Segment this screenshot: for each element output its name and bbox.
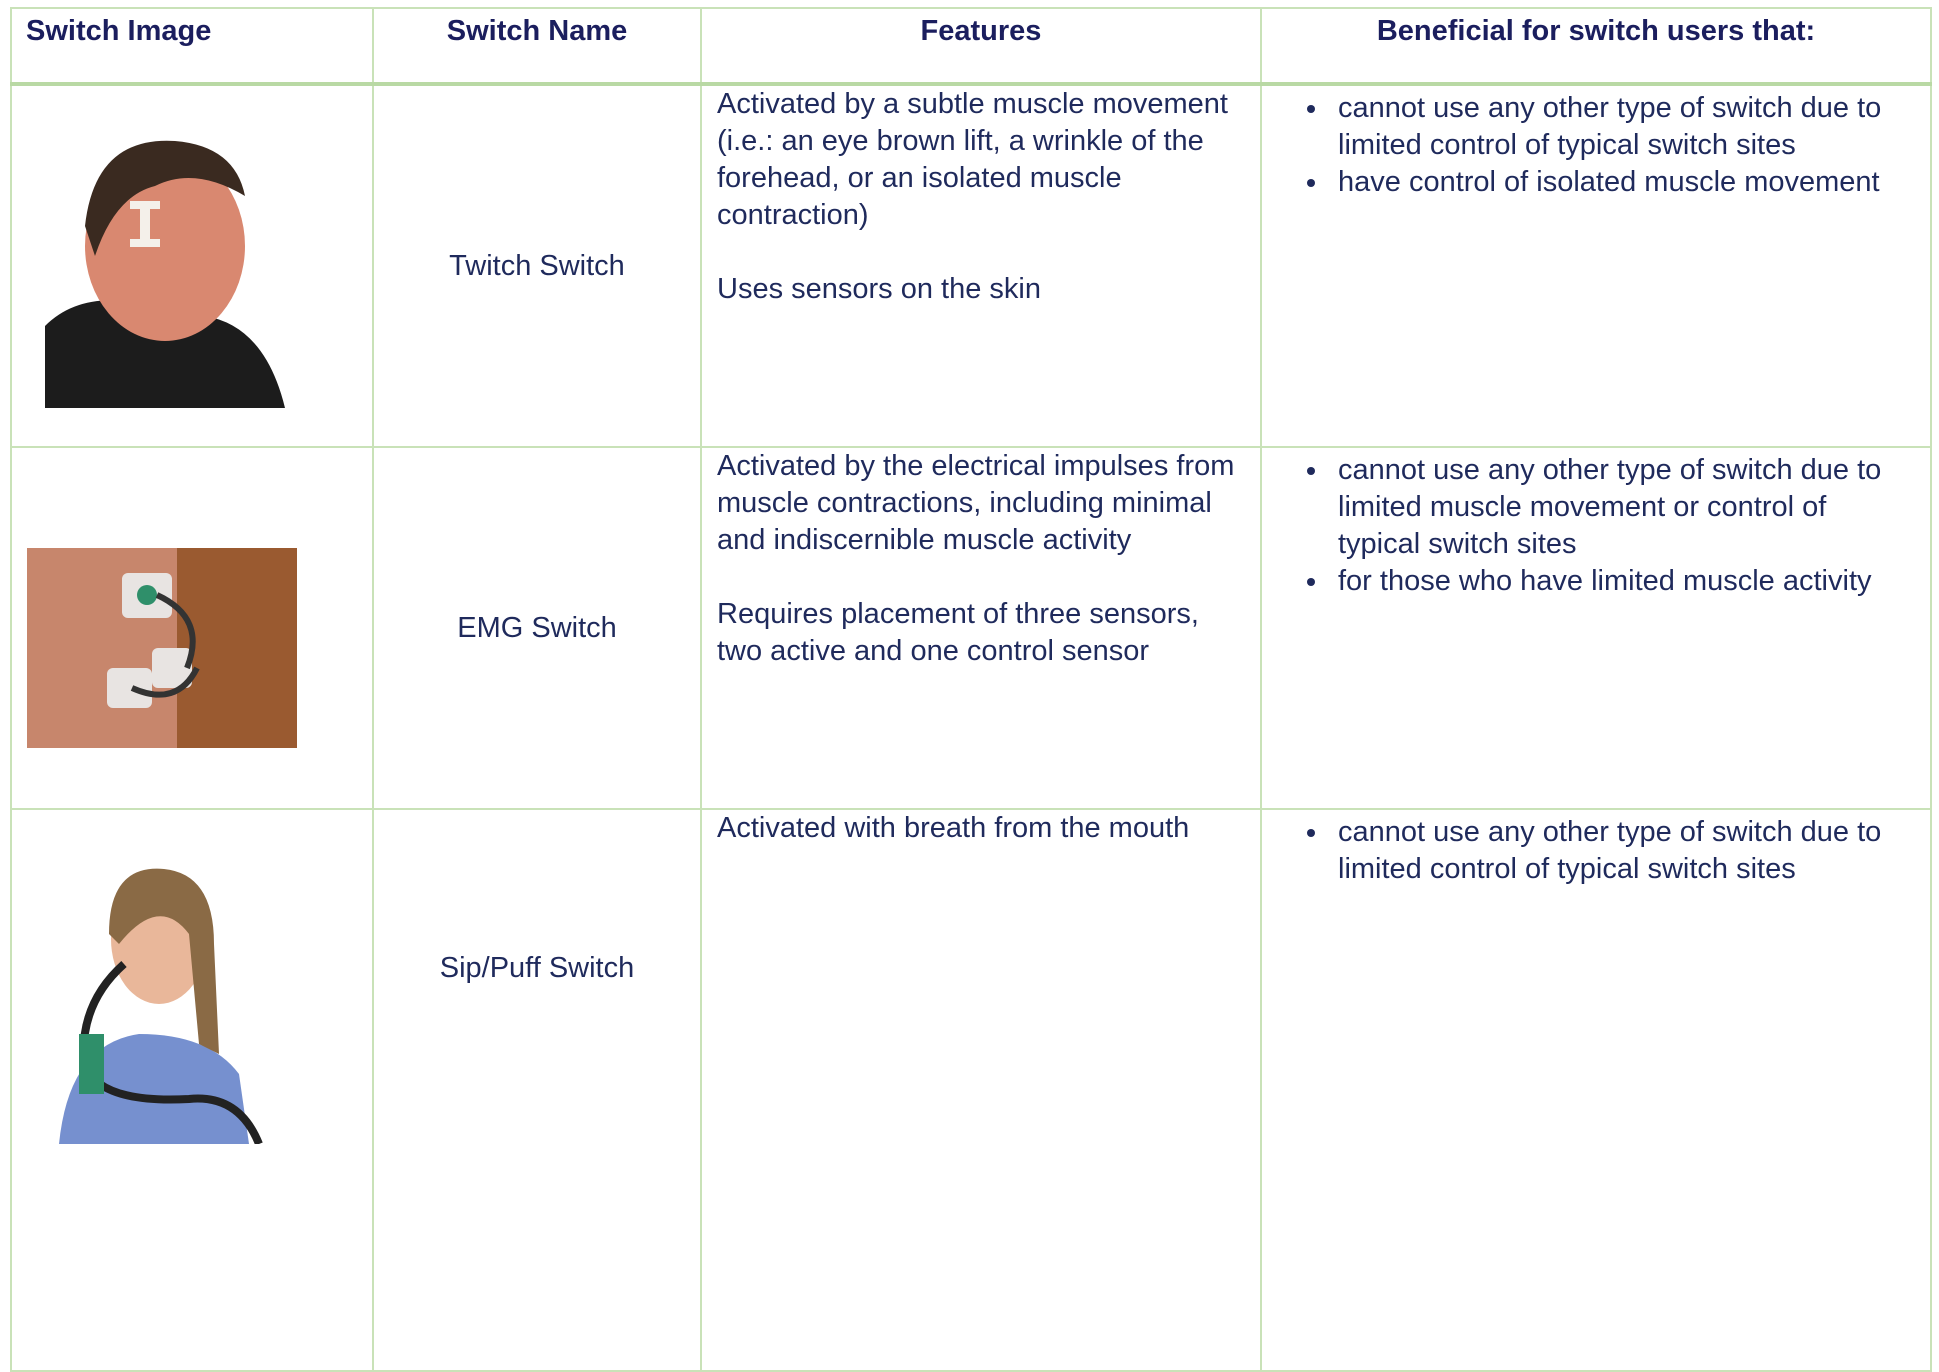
benefits-cell: cannot use any other type of switch due … [1260,446,1932,810]
image-cell [10,808,374,1372]
benefit-list: cannot use any other type of switch due … [1277,814,1915,888]
benefit-item: cannot use any other type of switch due … [1330,90,1915,164]
photo [27,548,297,748]
features-cell: Activated by a subtle muscle movement (i… [700,83,1262,448]
switch-table: Switch Image Switch Name Features Benefi… [10,7,1932,1372]
features-cell: Activated with breath from the mouth [700,808,1262,1372]
feature-text: Activated by a subtle muscle movement (i… [717,88,1228,231]
header-cell: Features [700,7,1262,86]
photo [59,868,263,1144]
feature-text: Activated by the electrical impulses fro… [717,450,1235,556]
header-cell: Switch Name [372,7,702,86]
photo [45,140,285,408]
benefit-item: cannot use any other type of switch due … [1330,452,1915,563]
table-row: EMG Switch Activated by the electrical i… [10,446,1932,810]
header-row: Switch Image Switch Name Features Benefi… [10,7,1932,86]
image-cell [10,446,374,810]
switch-name: Twitch Switch [372,83,702,448]
feature-text: Uses sensors on the skin [717,273,1041,305]
feature-text: Activated with breath from the mouth [717,812,1190,844]
features-cell: Activated by the electrical impulses fro… [700,446,1262,810]
benefit-list: cannot use any other type of switch due … [1277,90,1915,201]
table-row: Sip/Puff Switch Activated with breath fr… [10,808,1932,1372]
switch-name: EMG Switch [372,446,702,810]
table-row: Twitch Switch Activated by a subtle musc… [10,83,1932,448]
benefit-item: cannot use any other type of switch due … [1330,814,1915,888]
header-cell: Switch Image [10,7,374,86]
page: Switch Image Switch Name Features Benefi… [0,0,1939,1119]
benefit-list: cannot use any other type of switch due … [1277,452,1915,600]
benefit-item: for those who have limited muscle activi… [1330,563,1915,600]
benefits-cell: cannot use any other type of switch due … [1260,83,1932,448]
image-cell [10,83,374,448]
switch-name: Sip/Puff Switch [372,808,702,1372]
header-cell: Beneficial for switch users that: [1260,7,1932,86]
benefits-cell: cannot use any other type of switch due … [1260,808,1932,1372]
feature-text: Requires placement of three sensors, two… [717,598,1199,667]
benefit-item: have control of isolated muscle movement [1330,164,1915,201]
